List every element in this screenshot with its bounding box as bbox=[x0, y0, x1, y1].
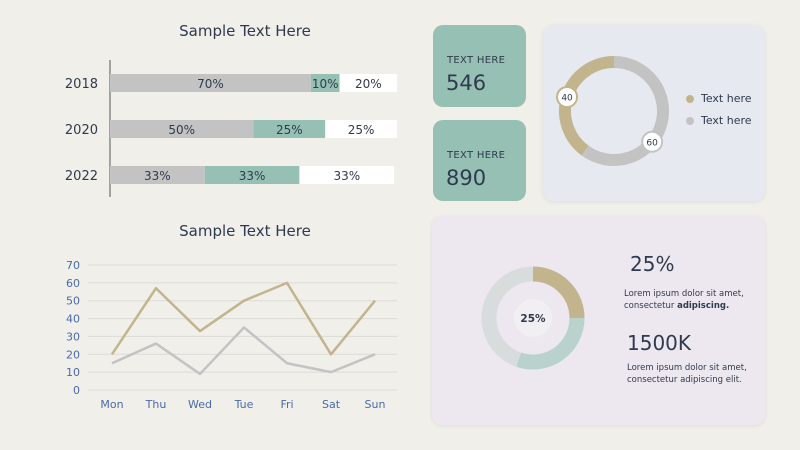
legend-dot-tan bbox=[686, 94, 694, 103]
donut-center bbox=[514, 299, 552, 337]
donut-accent-arc bbox=[516, 317, 585, 370]
bar-segment bbox=[110, 74, 311, 92]
big-value: 1500K bbox=[627, 331, 692, 355]
y-tick-label: 60 bbox=[66, 277, 80, 290]
stat-card-1: TEXT HERE 546 bbox=[433, 25, 526, 107]
bar-segment bbox=[253, 120, 326, 138]
y-tick-label: 20 bbox=[66, 348, 80, 361]
bar-data-label: 70% bbox=[197, 77, 224, 91]
line-chart: 0 10 20 30 40 50 60 70 Mon Thu Wed Tue Fri Sat Sun bbox=[66, 259, 397, 411]
x-tick-label: Tue bbox=[234, 398, 254, 411]
y-tick-label: 0 bbox=[73, 384, 80, 397]
big-value-description: Lorem ipsum dolor sit amet, consectetur … bbox=[627, 363, 747, 385]
y-tick-label: 30 bbox=[66, 330, 80, 343]
bar-chart-title: Sample Text Here bbox=[179, 22, 311, 40]
legend-item: Text here bbox=[686, 92, 752, 105]
bar-segment bbox=[110, 120, 254, 138]
line-series-1 bbox=[110, 281, 376, 356]
donut-slice bbox=[532, 266, 585, 319]
x-tick-label: Mon bbox=[100, 398, 123, 411]
bar-data-label: 33% bbox=[333, 169, 360, 183]
bar-category-label: 2020 bbox=[65, 123, 98, 138]
legend-label: Text here bbox=[701, 114, 752, 127]
donut-value-label: 60 bbox=[646, 138, 658, 148]
donut-label-bubble bbox=[641, 130, 664, 153]
bar-segment bbox=[310, 74, 340, 92]
info-card: 25% 25% Lorem ipsum dolor sit amet, cons… bbox=[432, 216, 765, 425]
bar-data-label: 33% bbox=[144, 169, 171, 183]
y-tick-label: 50 bbox=[66, 295, 80, 308]
donut-value-label: 40 bbox=[561, 93, 573, 103]
stat-card-2: TEXT HERE 890 bbox=[433, 120, 526, 201]
stat-label: TEXT HERE bbox=[447, 150, 506, 161]
line-chart-title: Sample Text Here bbox=[179, 222, 311, 240]
donut-center-label: 25% bbox=[520, 313, 546, 325]
stat-value: 546 bbox=[446, 71, 487, 95]
bar-segment bbox=[325, 120, 397, 138]
bar-data-label: 10% bbox=[312, 77, 339, 91]
x-tick-label: Wed bbox=[188, 398, 212, 411]
legend-label: Text here bbox=[701, 92, 752, 105]
x-tick-label: Sun bbox=[365, 398, 386, 411]
bar-data-label: 25% bbox=[276, 123, 303, 137]
bar-category-label: 2022 bbox=[65, 169, 98, 184]
donut-slice bbox=[581, 56, 669, 166]
bar-data-label: 33% bbox=[239, 169, 266, 183]
y-tick-label: 10 bbox=[66, 366, 80, 379]
stat-label: TEXT HERE bbox=[447, 55, 506, 66]
bar-segment bbox=[339, 74, 397, 92]
percent-description: Lorem ipsum dolor sit amet, consectetur … bbox=[624, 289, 744, 311]
stat-value: 890 bbox=[446, 166, 487, 190]
x-tick-label: Thu bbox=[145, 398, 167, 411]
bar-segment bbox=[299, 166, 395, 184]
x-tick-label: Sat bbox=[322, 398, 341, 411]
legend-item: Text here bbox=[686, 114, 752, 127]
bar-segment bbox=[204, 166, 300, 184]
donut-card: 40 60 Text here Text here bbox=[543, 25, 765, 201]
y-tick-label: 70 bbox=[66, 259, 80, 272]
percent-value: 25% bbox=[630, 252, 675, 276]
y-tick-label: 40 bbox=[66, 313, 80, 326]
bar-chart: 2018 70% 10% 20% 2020 50% 25% 25% 2022 33% 33% 33% bbox=[65, 60, 397, 197]
donut-chart: 40 60 bbox=[556, 56, 669, 166]
progress-donut: 25% bbox=[481, 266, 585, 370]
line-series-2 bbox=[111, 326, 376, 376]
bar-data-label: 20% bbox=[355, 77, 382, 91]
bar-segment bbox=[110, 166, 205, 184]
x-tick-label: Fri bbox=[280, 398, 293, 411]
donut-label-bubble bbox=[556, 85, 579, 108]
bar-data-label: 50% bbox=[168, 123, 195, 137]
bar-category-label: 2018 bbox=[65, 77, 98, 92]
bar-data-label: 25% bbox=[348, 123, 375, 137]
legend-dot-gray bbox=[686, 116, 694, 125]
